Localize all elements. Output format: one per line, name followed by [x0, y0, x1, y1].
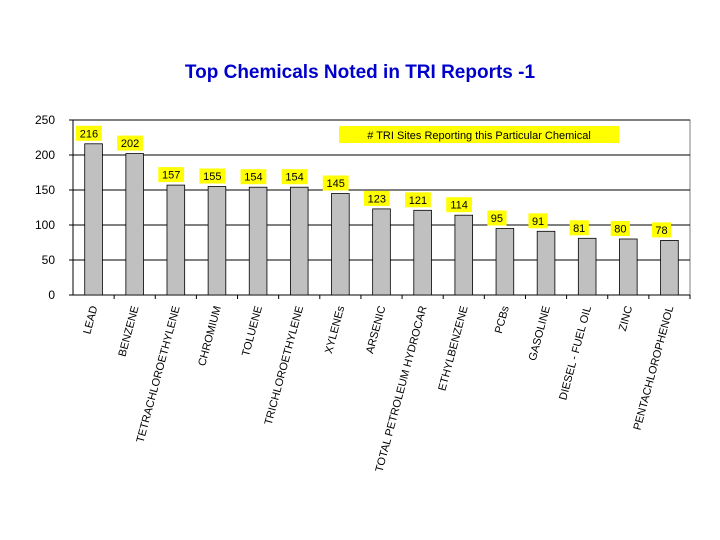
category-label: CHROMIUM — [196, 305, 224, 368]
y-tick-label: 150 — [35, 183, 55, 197]
bar — [125, 153, 144, 296]
data-label-bg — [528, 213, 548, 229]
data-label-bg — [117, 135, 143, 151]
bar — [331, 193, 350, 296]
data-label: 95 — [491, 213, 503, 225]
bar — [166, 184, 186, 296]
bars — [84, 143, 679, 296]
category-label: ZINC — [617, 305, 635, 333]
data-labels: 216 202 157 155 154 154 145 123 121 114 95 91 81 80 78 — [76, 125, 672, 238]
y-tick-label: 250 — [35, 113, 55, 127]
data-label: 202 — [121, 138, 139, 150]
data-label-bg — [487, 210, 507, 226]
bar — [577, 237, 597, 296]
data-label: 121 — [409, 195, 427, 207]
bar — [660, 239, 679, 296]
data-label: 91 — [532, 216, 544, 228]
legend: # TRI Sites Reporting this Particular Ch… — [339, 126, 619, 143]
data-label-bg — [651, 222, 672, 238]
y-tick-label: 100 — [35, 218, 55, 232]
data-label: 157 — [162, 170, 180, 182]
data-label-bg — [281, 169, 308, 185]
category-label: PENTACHLOROPHENOL — [632, 305, 677, 432]
category-label: TETRACHLOROETHYLENE — [135, 305, 183, 444]
data-label: 114 — [450, 200, 468, 212]
data-label-bg — [76, 125, 102, 141]
data-label-bg — [610, 221, 630, 236]
category-label: ARSENIC — [364, 305, 388, 355]
bar — [536, 230, 556, 296]
y-tick-label: 0 — [48, 288, 55, 302]
data-label: 78 — [655, 225, 667, 237]
legend-entry: # TRI Sites Reporting this Particular Ch… — [367, 130, 591, 142]
data-label: 154 — [244, 172, 262, 184]
data-label: 154 — [285, 172, 303, 184]
chart-title: Top Chemicals Noted in TRI Reports -1 — [184, 62, 536, 83]
y-tick-label: 200 — [35, 148, 55, 162]
bar — [207, 186, 227, 296]
category-label: PCBs — [493, 304, 512, 335]
category-label: BENZENE — [117, 305, 142, 358]
category-label: DIESEL - FUEL OIL — [557, 305, 594, 402]
bar — [619, 238, 638, 296]
data-label-bg — [405, 192, 431, 208]
bar — [289, 186, 309, 296]
data-label: 123 — [368, 193, 386, 205]
category-label: XYLENEs — [323, 304, 347, 355]
data-label-bg — [199, 168, 226, 184]
data-label-bg — [240, 169, 267, 185]
data-label-bg — [363, 190, 390, 206]
bar — [454, 214, 474, 296]
category-label: TRICHLOROETHYLENE — [263, 305, 306, 427]
bar — [372, 208, 391, 296]
bar — [248, 186, 268, 296]
y-tick-label: 50 — [42, 253, 56, 267]
data-label: 80 — [614, 224, 626, 236]
category-label: ETHYLBENZENE — [436, 305, 470, 393]
data-label: 145 — [327, 178, 345, 190]
bar — [495, 228, 515, 296]
category-label: TOLUENE — [240, 305, 265, 358]
data-label: 81 — [573, 223, 585, 235]
bar — [413, 209, 432, 296]
data-label-bg — [322, 175, 349, 191]
data-label-bg — [158, 167, 185, 183]
bar — [84, 143, 103, 296]
category-label: LEAD — [81, 305, 100, 336]
category-label: GASOLINE — [527, 305, 553, 362]
data-label: 155 — [203, 171, 221, 183]
data-label-bg — [446, 197, 472, 213]
data-label: 216 — [80, 128, 98, 140]
data-label-bg — [569, 220, 589, 236]
legend-box — [339, 126, 619, 143]
